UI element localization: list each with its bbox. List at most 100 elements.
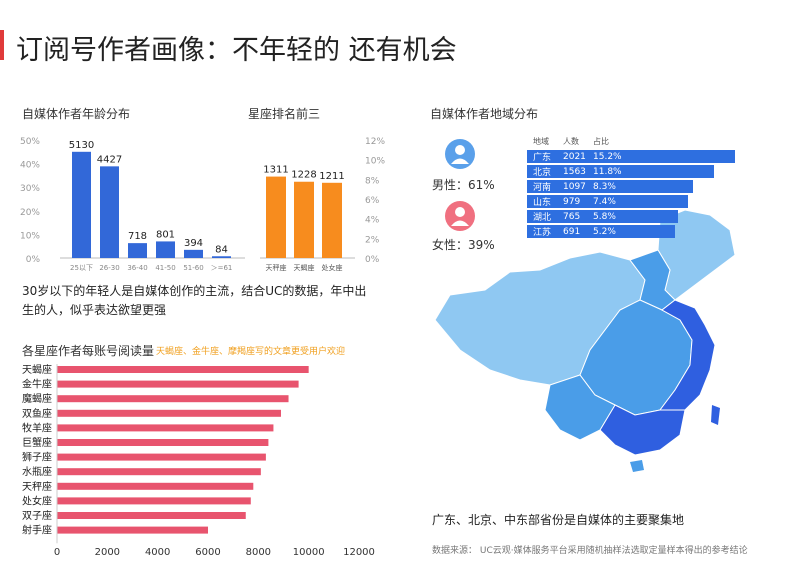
reading-category-label: 天秤座 bbox=[22, 480, 52, 493]
age-bar bbox=[72, 151, 91, 258]
zodiac-y-tick: 6% bbox=[365, 196, 380, 206]
region-row: 江苏 691 5.2% bbox=[527, 225, 675, 238]
region-row: 北京 1563 11.8% bbox=[527, 165, 714, 178]
age-distribution-chart: 0% 10% 20% 30% 40% 50% 5130 25以下 4427 26-30 718 36-… bbox=[20, 137, 245, 272]
age-y-tick: 10% bbox=[20, 231, 40, 241]
female-ratio: 女性：39% bbox=[432, 238, 495, 252]
region-row: 河南 1097 8.3% bbox=[527, 180, 693, 193]
zodiac-y-tick: 4% bbox=[365, 216, 380, 226]
map-region-southwest bbox=[544, 374, 616, 441]
map-region-hainan bbox=[630, 460, 644, 472]
reading-category-label: 巨蟹座 bbox=[22, 436, 52, 449]
reading-category-label: 天蝎座 bbox=[22, 363, 52, 376]
reading-bar bbox=[57, 366, 309, 373]
source-note: 数据来源： UC云观·媒体服务平台采用随机抽样法选取定量样本得出的参考结论 bbox=[432, 546, 748, 556]
age-x-tick: 26-30 bbox=[99, 264, 119, 272]
page-title: 订阅号作者画像：不年轻的 还有机会 bbox=[16, 35, 457, 66]
age-data-label: 84 bbox=[215, 244, 228, 255]
male-ratio: 男性：61% bbox=[432, 178, 495, 192]
reading-bar bbox=[57, 424, 274, 432]
region-count: 979 bbox=[563, 196, 581, 207]
zodiac-y-tick: 0% bbox=[365, 255, 380, 265]
china-map bbox=[434, 209, 736, 472]
title-accent-bar bbox=[0, 30, 4, 60]
age-bar bbox=[128, 243, 147, 258]
age-data-label: 394 bbox=[184, 238, 203, 249]
region-row: 山东 979 7.4% bbox=[527, 195, 688, 208]
region-count: 765 bbox=[563, 211, 581, 222]
map-region-south bbox=[599, 404, 686, 456]
age-bar bbox=[100, 166, 119, 258]
region-table-header: 地域 人数 占比 bbox=[527, 136, 747, 147]
reading-x-tick: 10000 bbox=[293, 547, 325, 558]
header-count: 人数 bbox=[563, 137, 579, 146]
zodiac-y-tick: 8% bbox=[365, 176, 380, 186]
region-name: 山东 bbox=[533, 198, 552, 208]
region-name: 湖北 bbox=[533, 213, 552, 223]
region-count: 691 bbox=[563, 226, 581, 237]
region-share: 11.8% bbox=[593, 166, 622, 177]
age-data-label: 801 bbox=[156, 229, 175, 240]
reading-bar bbox=[57, 395, 289, 403]
header-share: 占比 bbox=[593, 137, 609, 146]
reading-bar bbox=[57, 497, 251, 505]
reading-bar bbox=[57, 512, 246, 519]
age-y-tick: 40% bbox=[20, 161, 40, 171]
header-region: 地域 bbox=[533, 137, 549, 146]
map-region-taiwan bbox=[711, 405, 720, 425]
reading-x-tick: 4000 bbox=[145, 547, 170, 558]
reading-category-label: 双鱼座 bbox=[22, 407, 52, 420]
reading-x-tick: 12000 bbox=[343, 547, 375, 558]
age-bar bbox=[184, 249, 203, 258]
reading-bar bbox=[57, 526, 208, 534]
region-row: 广东 2021 15.2% bbox=[527, 150, 735, 163]
age-x-tick: ＞=61 bbox=[211, 264, 233, 272]
region-title: 自媒体作者地域分布 bbox=[430, 107, 539, 121]
map-region-east bbox=[659, 299, 716, 411]
zodiac-bar bbox=[294, 181, 314, 258]
reading-bar bbox=[57, 380, 299, 388]
region-row: 湖北 765 5.8% bbox=[527, 210, 678, 223]
age-data-label: 4427 bbox=[97, 154, 122, 165]
zodiac-bar bbox=[322, 182, 342, 258]
reading-category-label: 双子座 bbox=[22, 509, 52, 522]
region-count: 1563 bbox=[563, 166, 586, 177]
region-caption: 广东、北京、中东部省份是自媒体的主要聚集地 bbox=[432, 513, 685, 527]
reading-chart-note: 天蝎座、金牛座、摩羯座写的文章更受用户欢迎 bbox=[156, 347, 346, 357]
zodiac-data-label: 1228 bbox=[291, 170, 316, 181]
region-share: 15.2% bbox=[593, 151, 622, 162]
age-bar bbox=[156, 241, 175, 258]
zodiac-top3-chart: 0% 2% 4% 6% 8% 10% 12% 1311 天秤座 1228 天蝎座 1211 处女座 bbox=[260, 137, 385, 272]
reading-bar bbox=[57, 482, 254, 490]
zodiac-y-tick: 2% bbox=[365, 235, 380, 245]
region-count: 2021 bbox=[563, 151, 586, 162]
region-count: 1097 bbox=[563, 181, 586, 192]
zodiac-x-tick: 天秤座 bbox=[266, 263, 287, 272]
age-y-tick: 0% bbox=[26, 255, 41, 265]
reading-category-label: 处女座 bbox=[22, 494, 52, 507]
region-share: 7.4% bbox=[593, 196, 616, 207]
zodiac-y-tick: 10% bbox=[365, 157, 385, 167]
region-share: 5.8% bbox=[593, 211, 616, 222]
zodiac-x-tick: 处女座 bbox=[322, 263, 343, 272]
reading-chart-title: 各星座作者每账号阅读量 bbox=[22, 344, 155, 358]
age-y-tick: 50% bbox=[20, 137, 40, 147]
zodiac-chart-title: 星座排名前三 bbox=[248, 107, 321, 121]
region-table: 地域 人数 占比 广东 2021 15.2% 北京 1563 11.8% 河南 1097 8.3… bbox=[527, 136, 747, 240]
age-y-tick: 20% bbox=[20, 208, 40, 218]
zodiac-x-tick: 天蝎座 bbox=[294, 263, 315, 272]
zodiac-data-label: 1311 bbox=[263, 165, 288, 176]
age-bar bbox=[212, 256, 231, 258]
zodiac-y-tick: 12% bbox=[365, 137, 385, 147]
reading-category-label: 水瓶座 bbox=[22, 465, 52, 478]
age-data-label: 718 bbox=[128, 231, 147, 242]
age-description: 30岁以下的年轻人是自媒体创作的主流，结合UC的数据，年中出生的人，似乎表达欲望… bbox=[22, 284, 367, 317]
male-icon bbox=[445, 139, 475, 169]
region-share: 5.2% bbox=[593, 226, 616, 237]
reading-category-label: 金牛座 bbox=[22, 378, 52, 391]
reading-bar bbox=[57, 409, 281, 417]
reading-bar bbox=[57, 453, 266, 461]
region-name: 河南 bbox=[533, 183, 552, 193]
region-share: 8.3% bbox=[593, 181, 616, 192]
